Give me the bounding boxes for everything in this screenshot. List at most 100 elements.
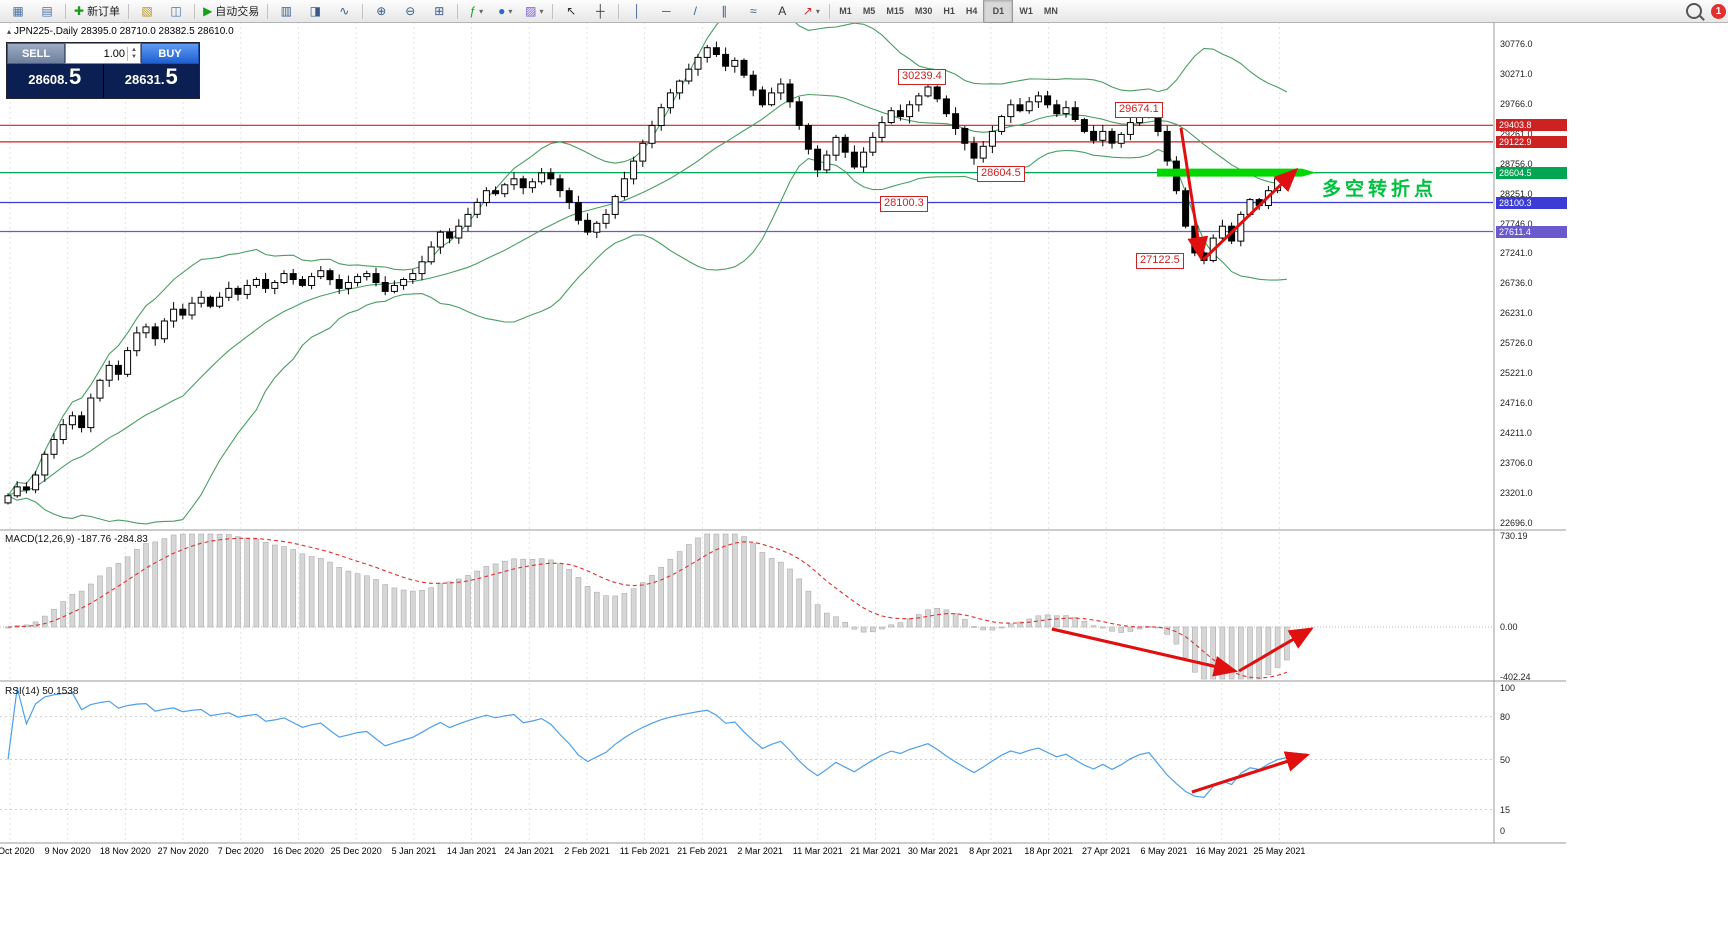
timeframe-button-w1[interactable]: W1 <box>1019 6 1033 16</box>
time-axis-label: 11 Feb 2021 <box>619 846 670 856</box>
arrow-object-icon[interactable]: ↗ ▾ <box>797 1 825 21</box>
text-icon[interactable]: A <box>768 1 796 21</box>
price-axis-label: 26736.0 <box>1500 278 1533 289</box>
line-chart-icon: ∿ <box>339 4 350 18</box>
sell-price: 28608. 5 <box>7 64 104 98</box>
price-axis-label: 30271.0 <box>1500 68 1533 79</box>
time-axis-label: 30 Oct 2020 <box>0 846 35 856</box>
notification-badge[interactable]: 1 <box>1711 3 1726 19</box>
vertical-line-icon: │ <box>633 4 642 18</box>
horizontal-line-icon: ─ <box>662 4 671 18</box>
one-click-trading-panel: SELL 1.00 ▲ ▼ BUY 28608. 5 28631. 5 <box>6 42 200 99</box>
templates-icon[interactable]: ▨ ▾ <box>520 1 548 21</box>
spin-down-icon[interactable]: ▼ <box>131 53 137 60</box>
price-callout-label[interactable]: 28100.3 <box>880 195 928 212</box>
chevron-down-icon[interactable]: ▾ <box>815 6 820 16</box>
navigator-icon[interactable]: ◫ <box>162 1 190 21</box>
volume-spinner-icons[interactable]: ▲ ▼ <box>127 46 140 61</box>
crosshair-icon[interactable]: ┼ <box>586 1 614 21</box>
timeframe-button-m30[interactable]: M30 <box>914 6 933 16</box>
timeframe-button-d1[interactable]: D1 <box>983 0 1014 23</box>
time-axis-label: 11 Mar 2021 <box>792 846 843 856</box>
zoom-in-icon[interactable]: ⊕ <box>367 1 395 21</box>
time-axis-label: 5 Jan 2021 <box>391 846 437 856</box>
trendline-icon: / <box>693 4 697 18</box>
toolbar-separator <box>829 3 831 19</box>
volume-value[interactable]: 1.00 <box>103 47 125 60</box>
timeframe-button-h4[interactable]: H4 <box>965 6 978 16</box>
toolbar-separator <box>194 3 196 19</box>
timeframe-button-mn[interactable]: MN <box>1043 6 1058 16</box>
symbol-ohlc-label: ▴ JPN225-,Daily 28395.0 28710.0 28382.5 2… <box>7 26 234 37</box>
price-line-tag: 29403.8 <box>1496 119 1567 132</box>
terminal-icon: ▤ <box>41 4 53 18</box>
navigator-icon: ◫ <box>170 4 182 18</box>
tile-windows-icon: ⊞ <box>434 4 445 18</box>
indicators-icon: ƒ <box>469 4 477 18</box>
sell-button[interactable]: SELL <box>7 43 65 64</box>
toolbar-separator <box>267 3 269 19</box>
market-watch-icon[interactable]: ▦ <box>4 1 32 21</box>
rsi-axis-label: 80 <box>1500 711 1511 722</box>
rsi-axis-label: 15 <box>1500 804 1511 815</box>
cursor-icon[interactable]: ↖ <box>557 1 585 21</box>
timeframe-button-m1[interactable]: M1 <box>839 6 852 16</box>
profiles-icon: ▧ <box>141 4 153 18</box>
price-frac: 5 <box>69 64 82 89</box>
vertical-line-icon[interactable]: │ <box>623 1 651 21</box>
price-line-tag: 28100.3 <box>1496 196 1567 209</box>
price-axis-label: 26231.0 <box>1500 308 1533 319</box>
toolbar-separator <box>65 3 66 19</box>
zoom-out-icon[interactable]: ⊖ <box>396 1 424 21</box>
volume-stepper[interactable]: 1.00 ▲ ▼ <box>65 43 141 64</box>
channel-icon[interactable]: ∥ <box>710 1 738 21</box>
chevron-down-icon[interactable]: ▾ <box>479 6 484 16</box>
price-axis-label: 22696.0 <box>1500 517 1533 528</box>
macd-label: MACD(12,26,9) -187.76 -284.83 <box>5 534 148 545</box>
chevron-down-icon[interactable]: ▾ <box>539 6 544 16</box>
price-callout-label[interactable]: 28604.5 <box>977 165 1025 182</box>
price-frac: 5 <box>165 64 178 89</box>
horizontal-line-icon[interactable]: ─ <box>652 1 680 21</box>
chevron-down-icon[interactable]: ▾ <box>508 6 513 16</box>
price-axis-label: 28756.0 <box>1500 158 1533 169</box>
price-line-tag: 27611.4 <box>1496 225 1567 238</box>
new-order-button[interactable]: ✚ 新订单 <box>70 1 124 21</box>
toolbar-separator <box>552 3 554 19</box>
candlestick-chart-icon[interactable]: ◨ <box>301 1 329 21</box>
search-icon[interactable] <box>1686 3 1702 19</box>
price-line-tag: 29122.9 <box>1496 135 1567 148</box>
time-axis-label: 25 May 2021 <box>1253 846 1306 856</box>
toolbar-separator <box>362 3 364 19</box>
price-callout-label[interactable]: 30239.4 <box>898 68 946 85</box>
timeframe-button-m5[interactable]: M5 <box>862 6 876 16</box>
trendline-icon[interactable]: / <box>681 1 709 21</box>
timeframe-button-m15[interactable]: M15 <box>886 6 904 16</box>
new-order-button-label: 新订单 <box>87 6 121 18</box>
price-callout-label[interactable]: 27122.5 <box>1136 253 1184 270</box>
terminal-icon[interactable]: ▤ <box>33 1 61 21</box>
main-toolbar: ▦ ▤ ✚ 新订单 ▧ ◫ ▶ 自动交易 ▥ ◨ ∿ ⊕ ⊖ ⊞ ƒ ▾ ● ▾ ▨ ▾ ↖ ┼ │ ─ / ∥ ≈ A ↗ ▾ M1 M5 M… <box>0 0 1728 23</box>
price-callout-label[interactable]: 29674.1 <box>1115 102 1163 119</box>
line-chart-icon[interactable]: ∿ <box>330 1 358 21</box>
spin-up-icon[interactable]: ▲ <box>131 46 137 53</box>
time-axis-label: 6 May 2021 <box>1140 846 1188 856</box>
price-line-tag: 28604.5 <box>1496 166 1567 179</box>
turning-point-annotation[interactable]: 多空转折点 <box>1322 179 1438 200</box>
price-axis-label: 27746.0 <box>1500 218 1533 229</box>
time-axis-label: 21 Feb 2021 <box>677 846 728 856</box>
indicators-icon[interactable]: ƒ ▾ <box>462 1 490 21</box>
fibonacci-icon[interactable]: ≈ <box>739 1 767 21</box>
price-int: 28608. <box>28 72 68 87</box>
profiles-icon[interactable]: ▧ <box>133 1 161 21</box>
tile-windows-icon[interactable]: ⊞ <box>425 1 453 21</box>
autotrade-button[interactable]: ▶ 自动交易 <box>199 1 263 21</box>
bar-chart-icon: ▥ <box>280 4 292 18</box>
periods-icon[interactable]: ● ▾ <box>491 1 519 21</box>
buy-button[interactable]: BUY <box>141 43 199 64</box>
bar-chart-icon[interactable]: ▥ <box>272 1 300 21</box>
timeframe-button-h1[interactable]: H1 <box>943 6 955 16</box>
zoom-out-icon: ⊖ <box>405 4 416 18</box>
